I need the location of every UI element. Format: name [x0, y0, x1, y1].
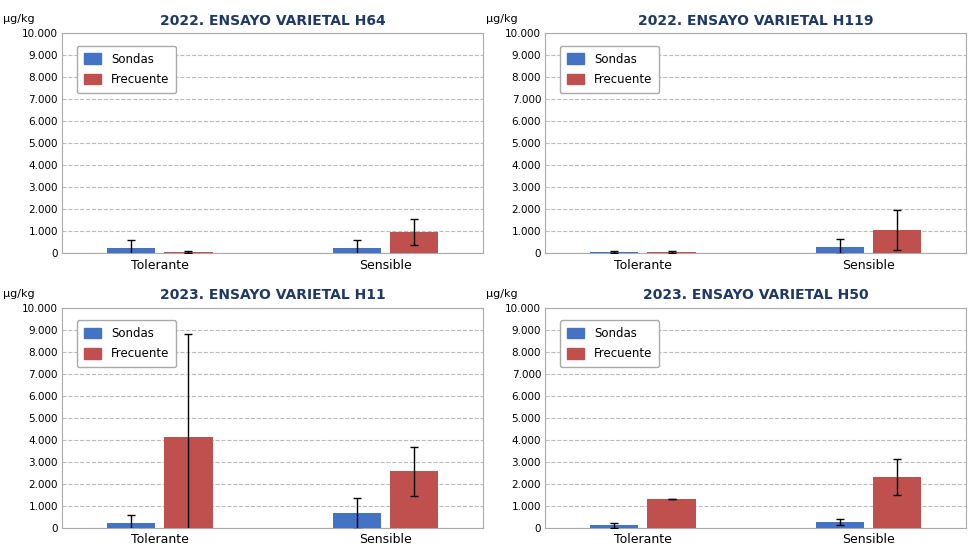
Bar: [590, 525, 638, 528]
Bar: [873, 230, 921, 253]
Bar: [165, 437, 213, 528]
Bar: [108, 523, 156, 528]
Text: μg/kg: μg/kg: [3, 289, 35, 299]
Legend: Sondas, Frecuente: Sondas, Frecuente: [76, 320, 176, 367]
Title: 2023. ENSAYO VARIETAL H50: 2023. ENSAYO VARIETAL H50: [643, 288, 868, 302]
Bar: [333, 514, 381, 528]
Bar: [390, 232, 438, 253]
Text: μg/kg: μg/kg: [486, 15, 518, 25]
Bar: [590, 252, 638, 253]
Bar: [815, 246, 864, 253]
Bar: [390, 472, 438, 528]
Bar: [873, 477, 921, 528]
Legend: Sondas, Frecuente: Sondas, Frecuente: [560, 320, 660, 367]
Bar: [333, 248, 381, 253]
Bar: [648, 252, 696, 253]
Title: 2022. ENSAYO VARIETAL H119: 2022. ENSAYO VARIETAL H119: [638, 14, 873, 28]
Legend: Sondas, Frecuente: Sondas, Frecuente: [560, 46, 660, 93]
Bar: [165, 252, 213, 253]
Title: 2022. ENSAYO VARIETAL H64: 2022. ENSAYO VARIETAL H64: [160, 14, 385, 28]
Legend: Sondas, Frecuente: Sondas, Frecuente: [76, 46, 176, 93]
Bar: [815, 522, 864, 528]
Title: 2023. ENSAYO VARIETAL H11: 2023. ENSAYO VARIETAL H11: [160, 288, 385, 302]
Text: μg/kg: μg/kg: [3, 15, 35, 25]
Bar: [108, 248, 156, 253]
Bar: [648, 499, 696, 528]
Text: μg/kg: μg/kg: [486, 289, 518, 299]
